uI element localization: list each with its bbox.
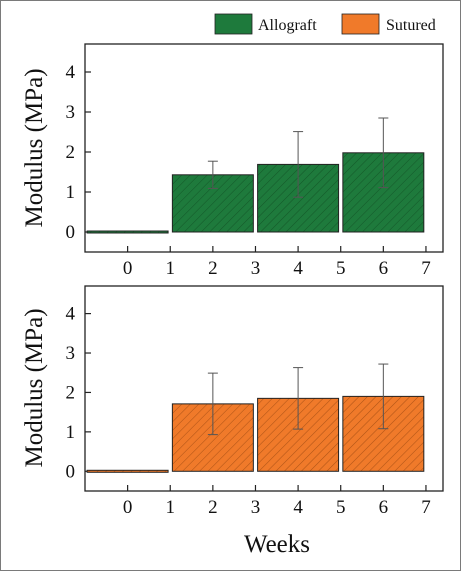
y-axis-ticks-top: 0 1 2 3 4 <box>66 62 91 243</box>
x-tick-label: 2 <box>208 258 218 279</box>
y-tick-label: 3 <box>66 102 76 123</box>
y-axis-ticks-bottom: 0 1 2 3 4 <box>66 304 91 482</box>
y-tick-label: 4 <box>66 304 76 325</box>
y-tick-label: 2 <box>66 142 76 163</box>
x-axis-ticks-top: 0 1 2 3 4 5 6 7 <box>123 246 431 279</box>
chart-panel-allograft: Modulus (MPa) 0 1 2 3 4 0 1 2 3 4 5 6 7 <box>21 43 444 279</box>
chart-panel-sutured: Modulus (MPa) 0 1 2 3 4 0 1 2 3 4 5 6 7 Weeks <box>21 285 444 558</box>
x-tick-label: 0 <box>123 258 133 279</box>
bar-hatch-sutured-week-0 <box>86 469 169 473</box>
legend-swatch-allograft <box>214 13 253 35</box>
y-tick-label: 0 <box>66 222 76 243</box>
x-tick-label: 3 <box>251 497 261 518</box>
bar-series-sutured <box>86 363 425 473</box>
legend: Allograft Sutured <box>214 13 436 35</box>
x-tick-label: 6 <box>379 497 389 518</box>
x-tick-label: 5 <box>336 258 346 279</box>
legend-swatch-sutured <box>341 13 380 35</box>
x-tick-label: 4 <box>293 258 303 279</box>
x-tick-label: 3 <box>251 258 261 279</box>
x-tick-label: 0 <box>123 497 133 518</box>
x-tick-label: 2 <box>208 497 218 518</box>
legend-label-sutured: Sutured <box>386 17 436 34</box>
x-axis-ticks-bottom: 0 1 2 3 4 5 6 7 <box>123 485 431 518</box>
bar-hatch-allograft-week-0 <box>86 230 169 234</box>
y-tick-label: 2 <box>66 382 76 403</box>
y-axis-title-top: Modulus (MPa) <box>21 68 48 227</box>
y-tick-label: 4 <box>66 62 76 83</box>
x-tick-label: 5 <box>336 497 346 518</box>
y-tick-label: 1 <box>66 182 76 203</box>
legend-label-allograft: Allograft <box>258 17 317 34</box>
y-tick-label: 1 <box>66 422 76 443</box>
x-tick-label: 1 <box>165 258 175 279</box>
y-tick-label: 3 <box>66 343 76 364</box>
plot-area-bottom <box>84 285 444 492</box>
y-axis-title-bottom: Modulus (MPa) <box>21 308 48 467</box>
x-tick-label: 4 <box>293 497 303 518</box>
legend-item-sutured: Sutured <box>341 13 436 35</box>
legend-item-allograft: Allograft <box>214 13 317 35</box>
plot-area-top <box>84 43 444 253</box>
x-tick-label: 6 <box>379 258 389 279</box>
bar-series-allograft <box>86 117 425 234</box>
y-tick-label: 0 <box>66 461 76 482</box>
x-tick-label: 7 <box>421 497 431 518</box>
x-tick-label: 1 <box>165 497 175 518</box>
x-tick-label: 7 <box>421 258 431 279</box>
x-axis-title: Weeks <box>244 531 310 558</box>
